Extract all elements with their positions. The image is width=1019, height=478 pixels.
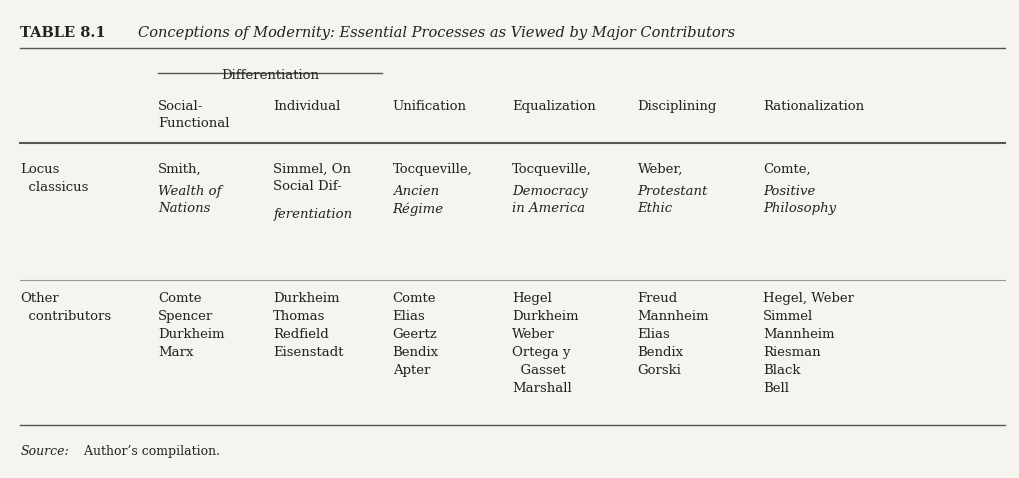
Text: Democracy
in America: Democracy in America — [512, 185, 587, 216]
Text: Differentiation: Differentiation — [221, 69, 319, 82]
Text: Simmel, On
Social Dif-: Simmel, On Social Dif- — [273, 163, 351, 193]
Text: Individual: Individual — [273, 100, 340, 113]
Text: Freud
Mannheim
Elias
Bendix
Gorski: Freud Mannheim Elias Bendix Gorski — [637, 292, 708, 377]
Text: Positive
Philosophy: Positive Philosophy — [762, 185, 836, 216]
Text: Equalization: Equalization — [512, 100, 595, 113]
Text: Smith,: Smith, — [158, 163, 202, 175]
Text: Source:: Source: — [20, 445, 69, 458]
Text: Rationalization: Rationalization — [762, 100, 863, 113]
Text: Tocqueville,: Tocqueville, — [392, 163, 472, 175]
Text: Comte
Spencer
Durkheim
Marx: Comte Spencer Durkheim Marx — [158, 292, 224, 358]
Text: Unification: Unification — [392, 100, 467, 113]
Text: Ancien
Régime: Ancien Régime — [392, 185, 443, 216]
Text: Locus
  classicus: Locus classicus — [20, 163, 89, 194]
Text: Disciplining: Disciplining — [637, 100, 716, 113]
Text: Wealth of
Nations: Wealth of Nations — [158, 185, 221, 216]
Text: Conceptions of Modernity: Essential Processes as Viewed by Major Contributors: Conceptions of Modernity: Essential Proc… — [138, 26, 734, 40]
Text: Other
  contributors: Other contributors — [20, 292, 111, 323]
Text: Social-
Functional: Social- Functional — [158, 100, 229, 130]
Text: Comte
Elias
Geertz
Bendix
Apter: Comte Elias Geertz Bendix Apter — [392, 292, 438, 377]
Text: Hegel, Weber
Simmel
Mannheim
Riesman
Black
Bell: Hegel, Weber Simmel Mannheim Riesman Bla… — [762, 292, 853, 394]
Text: Durkheim
Thomas
Redfield
Eisenstadt: Durkheim Thomas Redfield Eisenstadt — [273, 292, 343, 358]
Text: Tocqueville,: Tocqueville, — [512, 163, 591, 175]
Text: Comte,: Comte, — [762, 163, 810, 175]
Text: ferentiation: ferentiation — [273, 208, 353, 221]
Text: TABLE 8.1: TABLE 8.1 — [20, 26, 106, 40]
Text: Protestant
Ethic: Protestant Ethic — [637, 185, 707, 216]
Text: Hegel
Durkheim
Weber
Ortega y
  Gasset
Marshall: Hegel Durkheim Weber Ortega y Gasset Mar… — [512, 292, 578, 394]
Text: Weber,: Weber, — [637, 163, 682, 175]
Text: Author’s compilation.: Author’s compilation. — [79, 445, 219, 458]
